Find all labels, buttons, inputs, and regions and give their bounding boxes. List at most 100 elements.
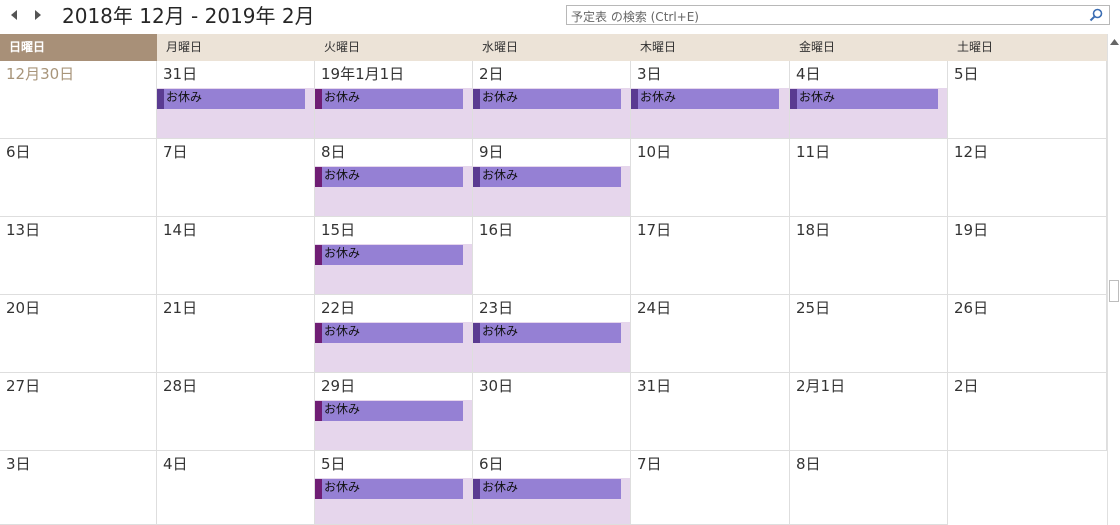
day-number: 6日 — [6, 143, 31, 161]
day-cell[interactable]: 2日お休み — [473, 61, 631, 139]
vertical-scrollbar[interactable] — [1107, 34, 1120, 525]
day-number: 31日 — [637, 377, 672, 395]
day-cell[interactable]: 26日 — [948, 295, 1107, 373]
calendar-event[interactable]: お休み — [315, 479, 463, 499]
day-number: 2日 — [479, 65, 504, 83]
day-cell[interactable]: 29日 お休み — [315, 373, 473, 451]
day-number: 4日 — [163, 455, 188, 473]
day-cell-header — [315, 139, 472, 166]
day-cell[interactable]: 23日お休み — [473, 295, 631, 373]
day-number: 13日 — [6, 221, 41, 239]
day-cell-header — [473, 139, 630, 166]
day-cell-header — [790, 61, 947, 88]
calendar-event[interactable]: お休み — [315, 401, 463, 421]
day-number: 23日 — [479, 299, 514, 317]
day-cell[interactable]: 4日 お休み — [790, 61, 948, 139]
day-cell-header — [473, 295, 630, 322]
day-cell[interactable]: 18日 — [790, 217, 948, 295]
day-cell[interactable]: 31日 お休み — [157, 61, 315, 139]
day-number: 8日 — [321, 143, 346, 161]
day-cell[interactable]: 27日 — [0, 373, 157, 451]
month-grid: 12月30日 31日 お休み 19年1月1日 お休み 2日 お休み 3日 お休み 4日 お休み 5日 6… — [0, 61, 1107, 525]
calendar-search-box[interactable] — [566, 5, 1110, 26]
day-cell-header — [631, 61, 789, 88]
day-cell[interactable]: 5日 — [948, 61, 1107, 139]
calendar-event[interactable]: お休み — [315, 323, 463, 343]
day-cell[interactable]: 19日 — [948, 217, 1107, 295]
calendar-event[interactable]: お休み — [631, 89, 779, 109]
day-cell[interactable]: 20日 — [0, 295, 157, 373]
day-cell[interactable]: 6日 お休み — [473, 451, 631, 525]
day-number: 30日 — [479, 377, 514, 395]
day-number: 14日 — [163, 221, 198, 239]
chevron-left-icon[interactable] — [7, 7, 21, 23]
scroll-up-icon[interactable] — [1110, 38, 1119, 46]
day-cell-header — [157, 61, 314, 88]
day-cell[interactable]: 2日 — [948, 373, 1107, 451]
day-cell[interactable]: 12月30日 — [0, 61, 157, 139]
day-cell[interactable]: 4日 — [157, 451, 315, 525]
day-cell[interactable]: 7日 — [631, 451, 790, 525]
day-cell[interactable]: 10日 — [631, 139, 790, 217]
day-cell[interactable]: 3日 お休み — [631, 61, 790, 139]
day-number: 11日 — [796, 143, 831, 161]
day-number: 12月30日 — [6, 65, 75, 83]
search-input[interactable] — [567, 8, 1071, 26]
day-cell-header — [315, 451, 472, 478]
day-number: 27日 — [6, 377, 41, 395]
calendar-event[interactable]: お休み — [790, 89, 938, 109]
day-cell[interactable]: 8日 — [790, 451, 948, 525]
day-cell[interactable]: 9日 お休み — [473, 139, 631, 217]
calendar-event[interactable]: お休み — [315, 245, 463, 265]
day-cell[interactable]: 11日 — [790, 139, 948, 217]
day-cell[interactable]: 21日 — [157, 295, 315, 373]
calendar-event[interactable]: お休み — [315, 167, 463, 187]
weekday-header-cell: 月曜日 — [166, 40, 203, 54]
day-cell[interactable]: 22日 お休み — [315, 295, 473, 373]
day-cell[interactable]: 16日 — [473, 217, 631, 295]
day-cell[interactable]: 2月1日 — [790, 373, 948, 451]
day-cell-header — [315, 61, 472, 88]
day-cell[interactable]: 19年1月1日お休み — [315, 61, 473, 139]
day-cell-header — [473, 61, 630, 88]
calendar-event[interactable]: お休み — [473, 479, 621, 499]
empty-area — [948, 451, 1107, 525]
calendar-event[interactable]: お休み — [473, 167, 621, 187]
day-cell[interactable]: 13日 — [0, 217, 157, 295]
day-cell[interactable]: 17日 — [631, 217, 790, 295]
day-cell[interactable]: 14日 — [157, 217, 315, 295]
day-number: 15日 — [321, 221, 356, 239]
day-number: 10日 — [637, 143, 672, 161]
calendar-event[interactable]: お休み — [473, 323, 621, 343]
day-cell[interactable]: 24日 — [631, 295, 790, 373]
day-cell[interactable]: 8日お休み — [315, 139, 473, 217]
day-cell[interactable]: 31日 — [631, 373, 790, 451]
weekday-header-cell: 火曜日 — [324, 40, 361, 54]
day-number: 26日 — [954, 299, 989, 317]
day-number: 17日 — [637, 221, 672, 239]
day-cell[interactable]: 30日 — [473, 373, 631, 451]
day-cell[interactable]: 12日 — [948, 139, 1107, 217]
scroll-thumb[interactable] — [1109, 280, 1119, 302]
day-number: 16日 — [479, 221, 514, 239]
weekday-header-cell: 日曜日 — [0, 34, 157, 61]
day-cell[interactable]: 7日 — [157, 139, 315, 217]
day-number: 21日 — [163, 299, 198, 317]
day-cell[interactable]: 28日 — [157, 373, 315, 451]
day-cell[interactable]: 25日 — [790, 295, 948, 373]
day-number: 19年1月1日 — [321, 65, 405, 83]
weekday-header-cell: 木曜日 — [640, 40, 677, 54]
day-number: 3日 — [6, 455, 31, 473]
day-cell[interactable]: 3日 — [0, 451, 157, 525]
calendar-event[interactable]: お休み — [473, 89, 621, 109]
weekday-header-cell: 水曜日 — [482, 40, 519, 54]
calendar-event[interactable]: お休み — [157, 89, 305, 109]
search-icon[interactable] — [1089, 8, 1103, 22]
day-cell[interactable]: 6日 — [0, 139, 157, 217]
chevron-right-icon[interactable] — [31, 7, 45, 23]
day-cell[interactable]: 5日 お休み — [315, 451, 473, 525]
day-cell-header — [315, 295, 472, 322]
day-cell[interactable]: 15日お休み — [315, 217, 473, 295]
calendar-event[interactable]: お休み — [315, 89, 463, 109]
day-number: 7日 — [637, 455, 662, 473]
